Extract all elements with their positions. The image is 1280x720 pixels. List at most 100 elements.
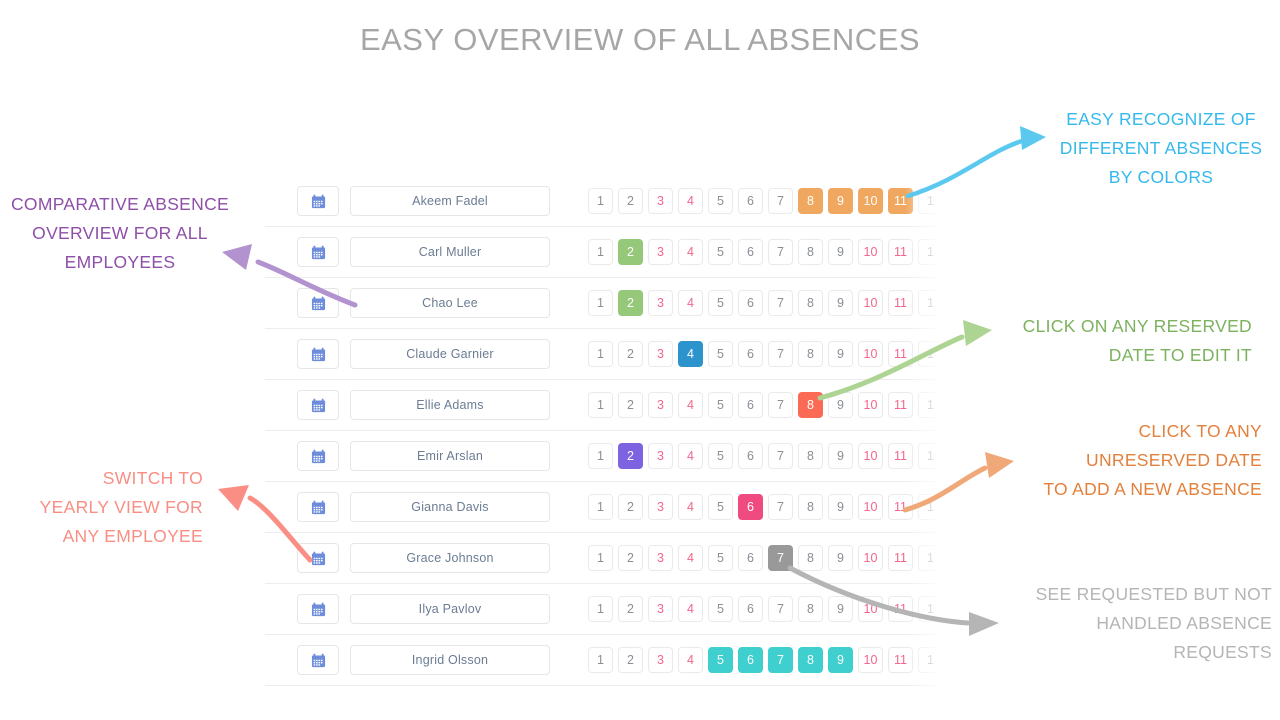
day-cell-free[interactable]: 9 xyxy=(828,596,853,622)
day-cell-reserved[interactable]: 2 xyxy=(618,239,643,265)
day-cell-free[interactable]: 6 xyxy=(738,596,763,622)
day-cell-free[interactable]: 2 xyxy=(618,647,643,673)
day-cell-free[interactable]: 1 xyxy=(588,443,613,469)
day-cell-free[interactable]: 1 xyxy=(588,392,613,418)
day-cell-free[interactable]: 2 xyxy=(618,341,643,367)
day-cell-reserved[interactable]: 4 xyxy=(678,341,703,367)
yearly-view-button[interactable] xyxy=(297,492,339,522)
day-cell-free[interactable]: 7 xyxy=(768,341,793,367)
day-cell-free[interactable]: 8 xyxy=(798,545,823,571)
employee-name-field[interactable]: Carl Muller xyxy=(350,237,550,267)
day-cell-free[interactable]: 4 xyxy=(678,494,703,520)
day-cell-free[interactable]: 3 xyxy=(648,545,673,571)
day-cell-free[interactable]: 9 xyxy=(828,494,853,520)
day-cell-free[interactable]: 3 xyxy=(648,341,673,367)
day-cell-reserved[interactable]: 8 xyxy=(798,188,823,214)
yearly-view-button[interactable] xyxy=(297,594,339,624)
day-cell-free[interactable]: 7 xyxy=(768,596,793,622)
day-cell-free[interactable]: 10 xyxy=(858,443,883,469)
day-cell-free[interactable]: 3 xyxy=(648,443,673,469)
day-cell-free[interactable]: 6 xyxy=(738,545,763,571)
day-cell-free[interactable]: 1 xyxy=(588,341,613,367)
day-cell-free[interactable]: 7 xyxy=(768,239,793,265)
employee-name-field[interactable]: Emir Arslan xyxy=(350,441,550,471)
day-cell-free[interactable]: 6 xyxy=(738,392,763,418)
yearly-view-button[interactable] xyxy=(297,237,339,267)
day-cell-free[interactable]: 9 xyxy=(828,341,853,367)
day-cell-free[interactable]: 9 xyxy=(828,392,853,418)
day-cell-free[interactable]: 4 xyxy=(678,647,703,673)
day-cell-free[interactable]: 3 xyxy=(648,239,673,265)
day-cell-free[interactable]: 1 xyxy=(588,239,613,265)
day-cell-free[interactable]: 7 xyxy=(768,443,793,469)
day-cell-free[interactable]: 3 xyxy=(648,494,673,520)
day-cell-free[interactable]: 6 xyxy=(738,239,763,265)
day-cell-free[interactable]: 8 xyxy=(798,596,823,622)
day-cell-free[interactable]: 3 xyxy=(648,647,673,673)
day-cell-free[interactable]: 8 xyxy=(798,239,823,265)
day-cell-reserved[interactable]: 9 xyxy=(828,188,853,214)
day-cell-reserved[interactable]: 6 xyxy=(738,647,763,673)
day-cell-free[interactable]: 5 xyxy=(708,596,733,622)
yearly-view-button[interactable] xyxy=(297,441,339,471)
day-cell-free[interactable]: 4 xyxy=(678,392,703,418)
day-cell-free[interactable]: 9 xyxy=(828,443,853,469)
day-cell-free[interactable]: 1 xyxy=(588,596,613,622)
day-cell-free[interactable]: 6 xyxy=(738,290,763,316)
employee-name-field[interactable]: Gianna Davis xyxy=(350,492,550,522)
yearly-view-button[interactable] xyxy=(297,186,339,216)
day-cell-free[interactable]: 6 xyxy=(738,443,763,469)
day-cell-free[interactable]: 10 xyxy=(858,494,883,520)
employee-name-field[interactable]: Akeem Fadel xyxy=(350,186,550,216)
day-cell-free[interactable]: 9 xyxy=(828,545,853,571)
day-cell-free[interactable]: 1 xyxy=(588,494,613,520)
day-cell-free[interactable]: 5 xyxy=(708,443,733,469)
day-cell-free[interactable]: 5 xyxy=(708,341,733,367)
day-cell-free[interactable]: 3 xyxy=(648,392,673,418)
day-cell-reserved[interactable]: 8 xyxy=(798,647,823,673)
employee-name-field[interactable]: Ellie Adams xyxy=(350,390,550,420)
yearly-view-button[interactable] xyxy=(297,390,339,420)
day-cell-free[interactable]: 1 xyxy=(588,188,613,214)
day-cell-free[interactable]: 2 xyxy=(618,596,643,622)
employee-name-field[interactable]: Chao Lee xyxy=(350,288,550,318)
day-cell-free[interactable]: 7 xyxy=(768,188,793,214)
day-cell-free[interactable]: 2 xyxy=(618,494,643,520)
employee-name-field[interactable]: Ilya Pavlov xyxy=(350,594,550,624)
day-cell-free[interactable]: 5 xyxy=(708,290,733,316)
day-cell-free[interactable]: 10 xyxy=(858,341,883,367)
day-cell-free[interactable]: 9 xyxy=(828,290,853,316)
day-cell-reserved[interactable]: 10 xyxy=(858,188,883,214)
day-cell-free[interactable]: 4 xyxy=(678,188,703,214)
day-cell-free[interactable]: 8 xyxy=(798,341,823,367)
day-cell-free[interactable]: 5 xyxy=(708,392,733,418)
day-cell-free[interactable]: 5 xyxy=(708,545,733,571)
day-cell-free[interactable]: 9 xyxy=(828,239,853,265)
day-cell-free[interactable]: 10 xyxy=(858,239,883,265)
day-cell-free[interactable]: 4 xyxy=(678,290,703,316)
day-cell-free[interactable]: 5 xyxy=(708,188,733,214)
day-cell-free[interactable]: 3 xyxy=(648,188,673,214)
day-cell-reserved[interactable]: 7 xyxy=(768,647,793,673)
day-cell-free[interactable]: 4 xyxy=(678,596,703,622)
yearly-view-button[interactable] xyxy=(297,543,339,573)
day-cell-free[interactable]: 6 xyxy=(738,188,763,214)
day-cell-free[interactable]: 5 xyxy=(708,239,733,265)
day-cell-reserved[interactable]: 9 xyxy=(828,647,853,673)
day-cell-free[interactable]: 4 xyxy=(678,239,703,265)
day-cell-free[interactable]: 2 xyxy=(618,545,643,571)
day-cell-free[interactable]: 1 xyxy=(588,290,613,316)
day-cell-reserved[interactable]: 2 xyxy=(618,290,643,316)
employee-name-field[interactable]: Grace Johnson xyxy=(350,543,550,573)
day-cell-free[interactable]: 7 xyxy=(768,392,793,418)
yearly-view-button[interactable] xyxy=(297,339,339,369)
day-cell-free[interactable]: 4 xyxy=(678,443,703,469)
employee-name-field[interactable]: Claude Garnier xyxy=(350,339,550,369)
day-cell-free[interactable]: 8 xyxy=(798,494,823,520)
day-cell-free[interactable]: 5 xyxy=(708,494,733,520)
day-cell-free[interactable]: 3 xyxy=(648,290,673,316)
day-cell-free[interactable]: 10 xyxy=(858,392,883,418)
day-cell-free[interactable]: 10 xyxy=(858,290,883,316)
day-cell-free[interactable]: 7 xyxy=(768,290,793,316)
day-cell-free[interactable]: 7 xyxy=(768,494,793,520)
